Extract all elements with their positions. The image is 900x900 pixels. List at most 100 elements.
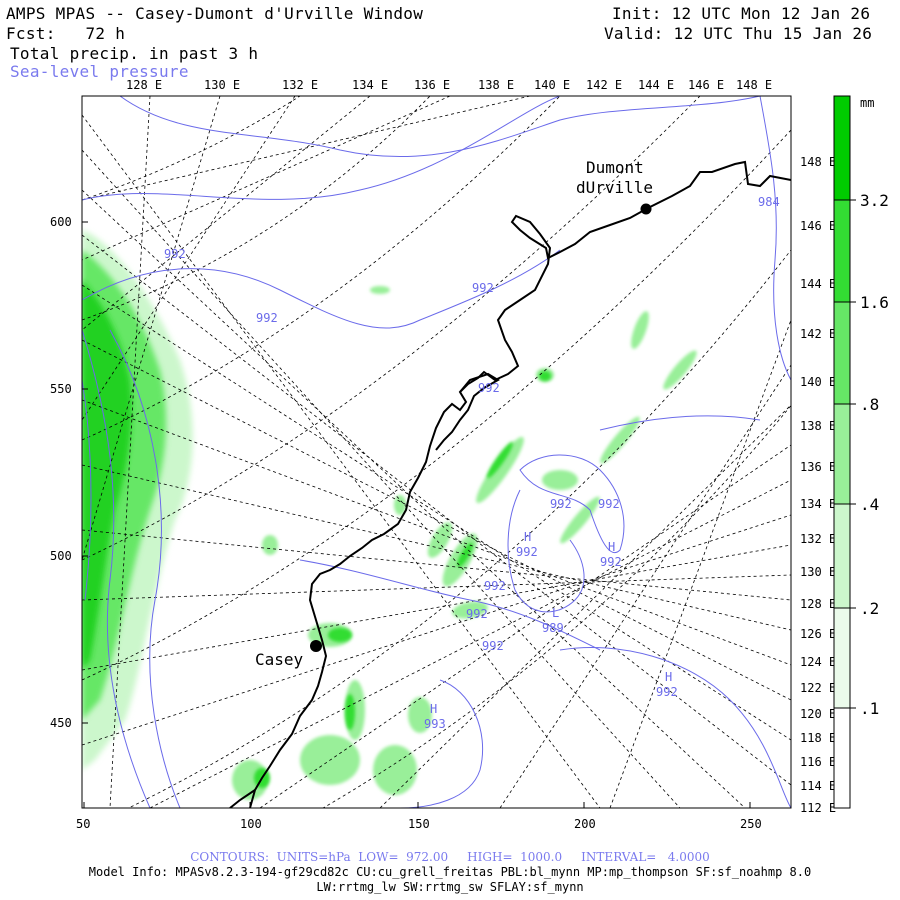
station-casey-label: Casey — [255, 650, 304, 669]
right-lon-label: 124 E — [800, 655, 836, 669]
bottom-x-label: 250 — [740, 817, 762, 831]
colorbar-swatch — [834, 708, 850, 808]
contour-info: CONTOURS: UNITS=hPa LOW= 972.00 HIGH= 10… — [190, 850, 710, 864]
bottom-x-label: 50 — [76, 817, 90, 831]
right-lon-label: 112 E — [800, 801, 836, 815]
pressure-center: H — [430, 702, 437, 716]
top-lon-label: 140 E — [534, 78, 570, 92]
top-lon-label: 134 E — [352, 78, 388, 92]
contour-label: 992 — [478, 381, 500, 395]
pressure-center: H — [524, 530, 531, 544]
forecast-label-text: Fcst: — [6, 24, 56, 43]
contour-label: 992 — [656, 685, 678, 699]
contour-label: 992 — [550, 497, 572, 511]
top-lon-label: 148 E — [736, 78, 772, 92]
stations: Dumont dUrville Casey — [255, 158, 653, 669]
coastline — [229, 160, 791, 808]
pressure-center: L — [552, 606, 559, 620]
right-lon-label: 118 E — [800, 731, 836, 745]
top-axis-labels: 128 E 130 E 132 E 134 E 136 E 138 E 140 … — [126, 78, 772, 92]
contour-label: 989 — [542, 621, 564, 635]
right-lon-label: 142 E — [800, 327, 836, 341]
model-info-line2: LW:rrtmg_lw SW:rrtmg_sw SFLAY:sf_mynn — [316, 880, 584, 894]
contour-label: 992 — [164, 247, 186, 261]
top-lon-label: 128 E — [126, 78, 162, 92]
top-lon-label: 144 E — [638, 78, 674, 92]
precip-maxima — [254, 371, 551, 788]
contour-label: 992 — [484, 579, 506, 593]
contour-label: 992 — [482, 639, 504, 653]
station-dumont-marker — [640, 203, 652, 215]
station-dumont-label2: dUrville — [576, 178, 653, 197]
bottom-x-label: 150 — [408, 817, 430, 831]
colorbar-swatch — [834, 608, 850, 708]
colorbar-label: .1 — [860, 699, 879, 718]
station-dumont-label: Dumont — [586, 158, 644, 177]
left-y-label: 550 — [50, 382, 72, 396]
precip-west-band-max — [82, 280, 132, 670]
right-lon-label: 140 E — [800, 375, 836, 389]
model-info: Model Info: MPASv8.2.3-194-gf29cd82c CU:… — [88, 865, 812, 879]
contour-label: 992 — [600, 555, 622, 569]
right-lon-label: 138 E — [800, 419, 836, 433]
right-lon-label: 128 E — [800, 597, 836, 611]
pressure-center: H — [608, 540, 615, 554]
bottom-x-label: 200 — [574, 817, 596, 831]
contour-label: 993 — [424, 717, 446, 731]
top-lon-label: 146 E — [688, 78, 724, 92]
top-lon-label: 136 E — [414, 78, 450, 92]
top-lon-label: 142 E — [586, 78, 622, 92]
pressure-center: H — [665, 670, 672, 684]
right-lon-label: 146 E — [800, 219, 836, 233]
colorbar-swatch — [834, 504, 850, 608]
bottom-x-label: 100 — [240, 817, 262, 831]
colorbar-swatch — [834, 200, 850, 302]
colorbar-swatch — [834, 404, 850, 504]
valid-time: Valid: 12 UTC Thu 15 Jan 26 — [604, 24, 873, 43]
colorbar: mm 3.2 1.6 .8 .4 .2 .1 — [833, 95, 889, 809]
left-y-label: 600 — [50, 215, 72, 229]
right-axis-labels: 148 E 146 E 144 E 142 E 140 E 138 E 136 … — [800, 155, 836, 815]
right-lon-label: 134 E — [800, 497, 836, 511]
station-casey-marker — [310, 640, 322, 652]
bottom-axis-labels: 50 100 150 200 250 — [76, 802, 762, 831]
right-lon-label: 148 E — [800, 155, 836, 169]
colorbar-label: .2 — [860, 599, 879, 618]
contour-labels: 992 992 992 992 984 992 992 992 992 992 … — [164, 195, 780, 731]
forecast-label: Fcst: 72 h — [6, 24, 125, 43]
precip-field — [82, 230, 697, 800]
left-y-label: 500 — [50, 549, 72, 563]
top-lon-label: 130 E — [204, 78, 240, 92]
graticule — [82, 96, 791, 808]
colorbar-swatch — [834, 302, 850, 404]
colorbar-swatch — [834, 96, 850, 200]
contour-label: 992 — [516, 545, 538, 559]
top-lon-label: 132 E — [282, 78, 318, 92]
top-lon-label: 138 E — [478, 78, 514, 92]
colorbar-label: .4 — [860, 495, 879, 514]
right-lon-label: 116 E — [800, 755, 836, 769]
field-slp-label: Sea-level pressure — [10, 62, 189, 81]
contour-label: 992 — [598, 497, 620, 511]
field-precip-label: Total precip. in past 3 h — [10, 44, 259, 63]
product-title: AMPS MPAS -- Casey-Dumont d'Urville Wind… — [6, 4, 424, 23]
right-lon-label: 126 E — [800, 627, 836, 641]
slp-contours — [82, 96, 791, 808]
contour-label: 992 — [472, 281, 494, 295]
left-y-label: 450 — [50, 716, 72, 730]
colorbar-label: 1.6 — [860, 293, 889, 312]
colorbar-unit: mm — [860, 96, 874, 110]
right-lon-label: 144 E — [800, 277, 836, 291]
contour-label: 992 — [466, 607, 488, 621]
right-lon-label: 122 E — [800, 681, 836, 695]
contour-label: 992 — [256, 311, 278, 325]
init-time: Init: 12 UTC Mon 12 Jan 26 — [612, 4, 871, 23]
colorbar-label: 3.2 — [860, 191, 889, 210]
contour-label: 984 — [758, 195, 780, 209]
map-frame — [81, 95, 792, 809]
left-axis-labels: 600 550 500 450 — [50, 215, 88, 730]
right-lon-label: 136 E — [800, 460, 836, 474]
forecast-hours: 72 h — [85, 24, 126, 43]
right-lon-label: 120 E — [800, 707, 836, 721]
